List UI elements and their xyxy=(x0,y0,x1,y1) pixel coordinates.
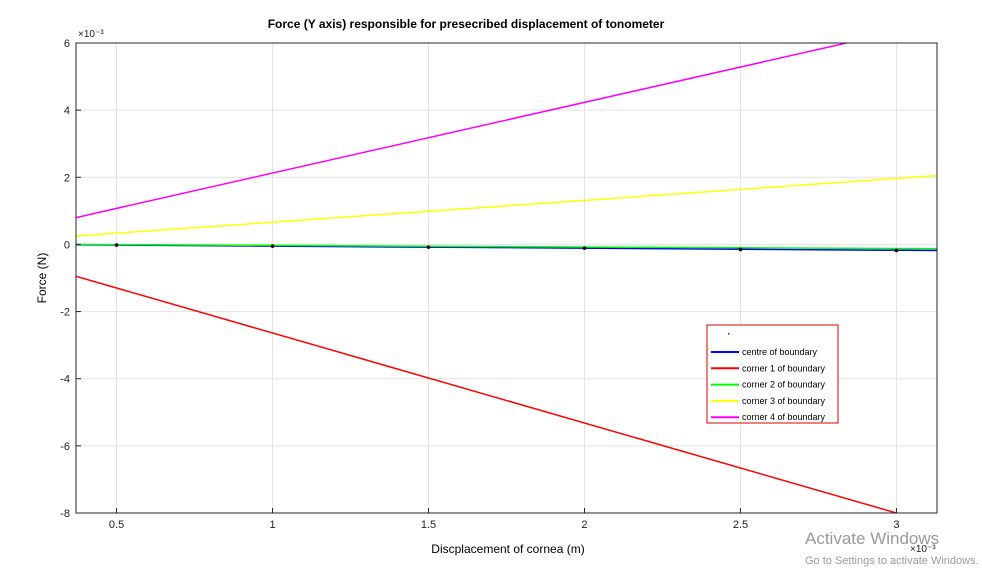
legend-box xyxy=(706,324,839,424)
data-markers xyxy=(114,243,899,253)
y-axis-label: Force (N) xyxy=(35,253,49,304)
y-tick-label: -4 xyxy=(60,374,70,386)
plot-frame xyxy=(75,42,938,514)
legend-marker-entry: · xyxy=(728,329,731,339)
y-tick-label: -6 xyxy=(60,441,70,453)
series-line-2 xyxy=(75,275,897,514)
series-line-3 xyxy=(75,243,938,250)
grid xyxy=(76,42,937,514)
y-tick-label: -2 xyxy=(60,307,70,319)
x-tick-label: 1.5 xyxy=(421,519,436,531)
x-axis-label: Discplacement of cornea (m) xyxy=(431,542,584,556)
watermark-subtitle: Go to Settings to activate Windows. xyxy=(805,555,979,567)
y-tick-label: -8 xyxy=(60,508,70,520)
x-tick-label: 2 xyxy=(581,519,587,531)
data-marker xyxy=(738,247,743,252)
series-line-4 xyxy=(75,174,938,237)
legend: · centre of boundary corner 1 of boundary c… xyxy=(706,324,839,424)
x-tick-label: 1 xyxy=(269,519,275,531)
chart-title: Force (Y axis) responsible for presecrib… xyxy=(268,17,665,31)
data-marker xyxy=(270,244,275,248)
x-tick-label: 3 xyxy=(893,519,899,531)
watermark-title: Activate Windows xyxy=(805,529,939,548)
x-exponent-label: ×10⁻³ xyxy=(910,544,936,555)
axis-ticks: 0.5 1 1.5 2 2.5 3 -8 -6 -4 -2 0 2 4 6 xyxy=(60,38,899,531)
y-tick-label: 6 xyxy=(64,38,70,50)
legend-label-3: corner 2 of boundary xyxy=(742,380,826,390)
data-marker xyxy=(582,246,587,250)
legend-label-1: centre of boundary xyxy=(742,347,818,357)
legend-label-5: corner 4 of boundary xyxy=(742,412,826,422)
data-marker xyxy=(114,243,119,247)
legend-label-2: corner 1 of boundary xyxy=(742,363,826,373)
series-line-5 xyxy=(75,42,847,219)
y-tick-label: 0 xyxy=(64,239,70,251)
data-marker xyxy=(426,245,431,249)
x-tick-label: 0.5 xyxy=(109,519,124,531)
y-exponent-label: ×10⁻³ xyxy=(78,29,104,40)
series-lines xyxy=(75,42,938,514)
x-tick-label: 2.5 xyxy=(733,519,748,531)
y-tick-label: 4 xyxy=(64,105,70,117)
y-tick-label: 2 xyxy=(64,172,70,184)
legend-label-4: corner 3 of boundary xyxy=(742,396,826,406)
data-marker xyxy=(894,248,899,253)
